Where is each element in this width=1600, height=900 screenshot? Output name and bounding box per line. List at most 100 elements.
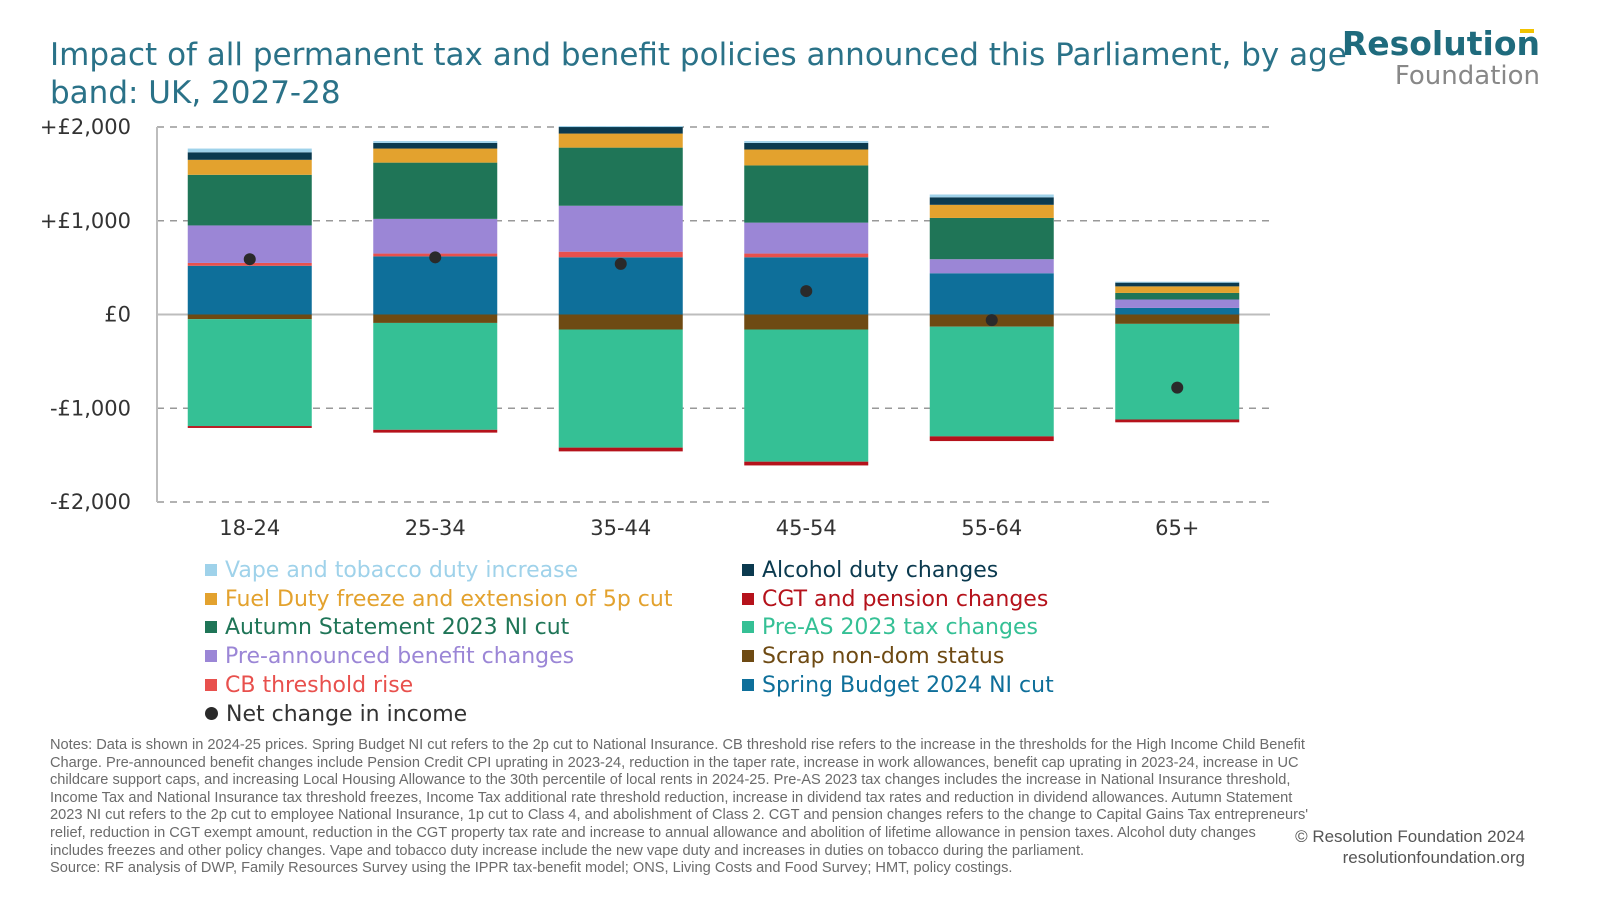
bar-segment <box>558 251 683 258</box>
bar-segment <box>558 147 683 206</box>
legend-label: Scrap non-dom status <box>762 644 1005 670</box>
bar-segment <box>929 273 1054 315</box>
net-change-dot <box>243 253 256 266</box>
bar-segment <box>744 461 869 466</box>
stacked-bar-chart: +£2,000 +£1,000 £0 -£1,000 -£2,000 18-24 25-34… <box>40 115 1270 540</box>
legend-dot-marker <box>205 706 218 720</box>
website-text: resolutionfoundation.org <box>1342 848 1525 867</box>
bar-segment <box>187 148 312 153</box>
x-tick-label: 55-64 <box>961 516 1022 540</box>
legend-swatch <box>205 650 217 663</box>
bar-segment <box>744 165 869 223</box>
bar-segment <box>187 265 312 315</box>
bar-segment <box>744 222 869 254</box>
bar-segment <box>744 329 869 462</box>
bar-segment <box>1115 419 1240 423</box>
legend-item: Spring Budget 2024 NI cut <box>742 671 1054 700</box>
legend-swatch <box>742 592 754 605</box>
y-tick-label: +£1,000 <box>40 209 131 233</box>
x-tick-label: 35-44 <box>590 516 651 540</box>
bar-segment <box>373 148 498 163</box>
bar-segment <box>558 133 683 148</box>
source-text: Source: RF analysis of DWP, Family Resou… <box>50 860 1013 877</box>
legend-label: Autumn Statement 2023 NI cut <box>225 615 570 641</box>
y-tick-label: £0 <box>104 303 131 327</box>
bar-segment <box>558 126 683 128</box>
net-change-dot <box>800 285 813 298</box>
bar-segment <box>187 159 312 175</box>
bar-segment <box>929 259 1054 274</box>
legend-swatch <box>742 650 754 663</box>
legend-label: Net change in income <box>226 701 468 727</box>
bar-segment <box>187 152 312 160</box>
copyright-block: © Resolution Foundation 2024 resolutionf… <box>1295 826 1525 868</box>
bar-segment <box>187 426 312 428</box>
legend-swatch <box>205 621 217 634</box>
legend-item: CB threshold rise <box>205 671 413 700</box>
bar-segment <box>558 127 683 134</box>
legend-label: Spring Budget 2024 NI cut <box>762 672 1054 698</box>
legend-swatch <box>742 678 754 691</box>
bar-segment <box>744 142 869 150</box>
net-change-dot <box>429 251 442 264</box>
y-tick-label: +£2,000 <box>40 115 131 139</box>
bar-segment <box>373 429 498 433</box>
legend-swatch <box>205 678 217 691</box>
logo-accent <box>1520 29 1534 33</box>
bar-segment <box>929 194 1054 198</box>
bar-segment <box>1115 314 1240 324</box>
bar-segment <box>1115 286 1240 293</box>
legend-item: Autumn Statement 2023 NI cut <box>205 613 569 642</box>
bar-segment <box>929 326 1054 437</box>
chart-notes: Notes: Data is shown in 2024-25 prices. … <box>50 737 1310 878</box>
legend-item: Alcohol duty changes <box>742 556 998 585</box>
bar-segment <box>1115 323 1240 420</box>
resolution-foundation-logo: Resolution Foundation <box>1341 24 1540 91</box>
legend-swatch <box>742 564 754 576</box>
bar-segment <box>1115 292 1240 300</box>
bar-segment <box>373 218 498 254</box>
x-tick-label: 45-54 <box>776 516 837 540</box>
logo-line-1: Resolution <box>1341 24 1540 63</box>
net-change-dot <box>985 314 998 327</box>
legend-label: CGT and pension changes <box>762 586 1049 612</box>
legend-item: Scrap non-dom status <box>742 642 1004 671</box>
x-tick-label: 65+ <box>1155 516 1199 540</box>
bar-segment <box>373 142 498 149</box>
legend-item: Pre-AS 2023 tax changes <box>742 613 1038 642</box>
legend-item: Pre-announced benefit changes <box>205 642 574 671</box>
legend-label: Pre-AS 2023 tax changes <box>762 615 1038 641</box>
bar-segment <box>1115 281 1240 283</box>
bar-segment <box>558 314 683 330</box>
bar-segment <box>187 314 312 320</box>
chart-title: Impact of all permanent tax and benefit … <box>50 37 1347 111</box>
legend-swatch <box>205 564 217 576</box>
y-tick-label: -£1,000 <box>50 396 131 420</box>
copyright-text: © Resolution Foundation 2024 <box>1295 827 1525 846</box>
bar-segment <box>744 149 869 166</box>
bar-segment <box>558 447 683 452</box>
bar-segment <box>929 197 1054 205</box>
bar-segment <box>1115 307 1240 315</box>
bar-segment <box>929 217 1054 260</box>
legend-item: Vape and tobacco duty increase <box>205 556 578 585</box>
bar-segment <box>187 319 312 427</box>
legend-item: Net change in income <box>205 700 467 729</box>
bar-segment <box>373 141 498 143</box>
legend-label: CB threshold rise <box>225 672 414 698</box>
y-tick-label: -£2,000 <box>50 490 131 514</box>
legend-label: Vape and tobacco duty increase <box>225 558 579 583</box>
bar-segment <box>744 141 869 143</box>
bar-segment <box>929 204 1054 218</box>
legend-swatch <box>742 621 754 634</box>
bar-segment <box>1115 299 1240 308</box>
net-change-dot <box>1171 381 1184 394</box>
bar-segment <box>373 162 498 219</box>
legend-label: Alcohol duty changes <box>762 558 999 583</box>
legend-item: Fuel Duty freeze and extension of 5p cut <box>205 585 672 614</box>
bar-segment <box>744 253 869 258</box>
x-tick-label: 25-34 <box>405 516 466 540</box>
legend-label: Fuel Duty freeze and extension of 5p cut <box>225 586 673 612</box>
net-change-dot <box>614 257 627 270</box>
x-tick-label: 18-24 <box>219 516 280 540</box>
